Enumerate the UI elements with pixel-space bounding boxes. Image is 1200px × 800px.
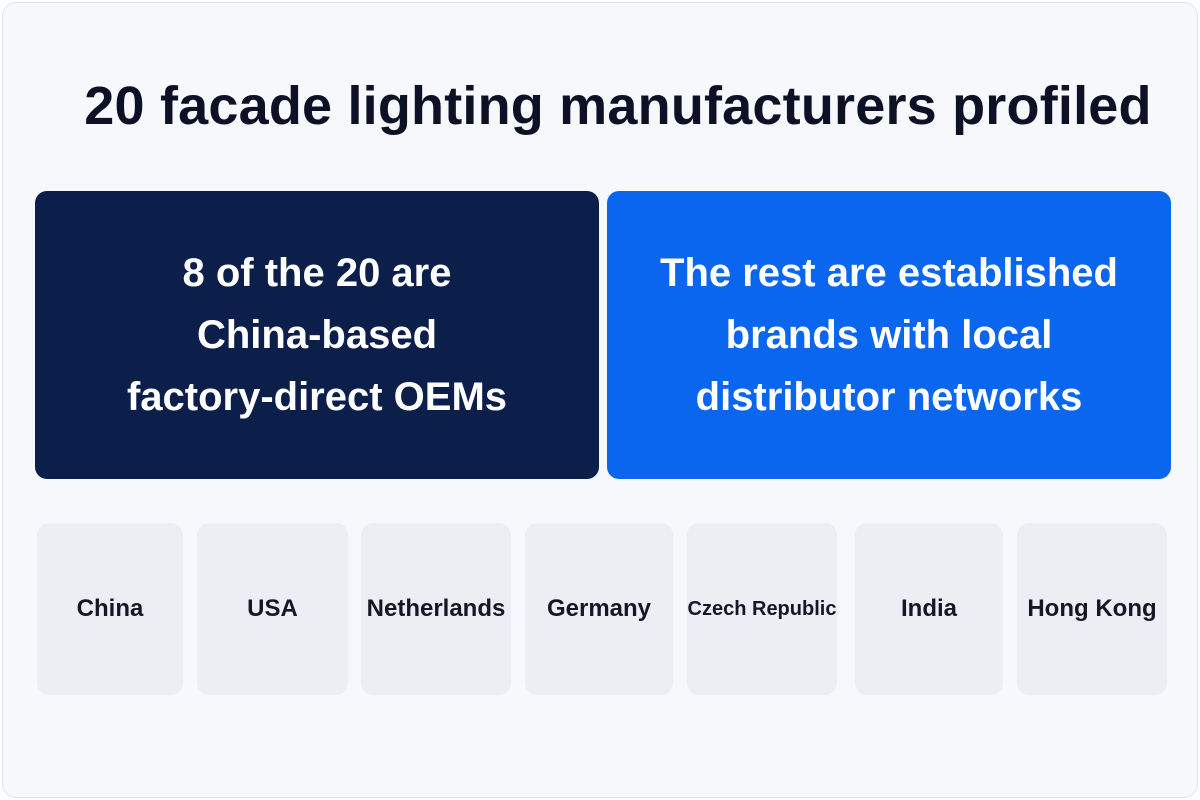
country-label: India	[900, 595, 957, 622]
established-brands-panel: The rest are established brands with loc…	[607, 191, 1171, 479]
country-label: Czech Republic	[687, 597, 837, 620]
country-label: China	[76, 595, 144, 622]
established-brands-line-2: brands with local	[725, 313, 1053, 357]
established-brands-panel-text: The rest are established brands with loc…	[647, 242, 1131, 428]
country-label: Hong Kong	[1027, 595, 1157, 622]
established-brands-line-1: The rest are established	[660, 251, 1118, 295]
page-title: 20 facade lighting manufacturers profile…	[84, 76, 1152, 136]
country-card-netherlands: Netherlands	[361, 523, 511, 695]
established-brands-line-3: distributor networks	[695, 375, 1083, 419]
country-card-india: India	[855, 523, 1003, 695]
country-list: China USA Netherlands Germany Czech Repu…	[37, 523, 1169, 695]
country-label: Germany	[546, 595, 652, 622]
country-label: Netherlands	[366, 595, 506, 622]
china-oem-line-2: China-based	[196, 313, 438, 357]
china-oem-panel: 8 of the 20 are China-based factory-dire…	[35, 191, 599, 479]
country-card-usa: USA	[197, 523, 348, 695]
china-oem-line-1: 8 of the 20 are	[182, 251, 452, 295]
china-oem-panel-text: 8 of the 20 are China-based factory-dire…	[75, 242, 559, 428]
country-card-china: China	[37, 523, 183, 695]
china-oem-line-3: factory-direct OEMs	[126, 375, 508, 419]
country-card-hong-kong: Hong Kong	[1017, 523, 1167, 695]
country-card-czech-republic: Czech Republic	[687, 523, 837, 695]
country-card-germany: Germany	[525, 523, 673, 695]
country-label: USA	[247, 595, 298, 622]
